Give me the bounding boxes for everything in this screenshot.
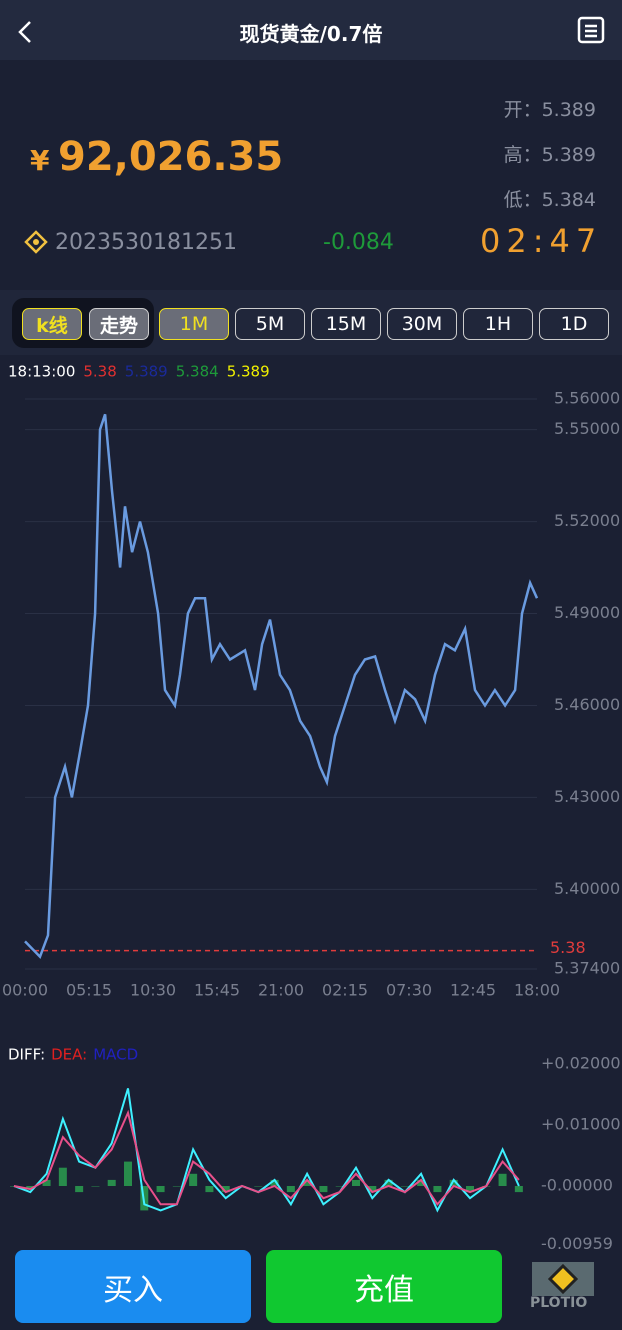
y-tick-label: -0.00000 (541, 1176, 613, 1195)
macd-bar (319, 1186, 328, 1193)
y-tick-label: 5.40000 (554, 879, 620, 898)
macd-bar (91, 1186, 100, 1187)
y-tick-label: +0.02000 (541, 1054, 621, 1073)
tab-bar: k线 走势 1M 5M 15M 30M 1H 1D (0, 290, 622, 355)
y-tick-label: 5.46000 (554, 695, 620, 714)
y-tick-label: 5.49000 (554, 603, 620, 622)
macd-bar (221, 1186, 230, 1193)
logo-icon (532, 1262, 594, 1296)
page-title: 现货黄金/0.7倍 (239, 22, 383, 46)
x-tick-label: 00:00 (2, 981, 48, 1000)
price-line (24, 413, 539, 959)
reference-label: 5.38 (550, 938, 586, 957)
legend-entry: MACD (93, 1046, 138, 1064)
y-tick-label: 5.43000 (554, 787, 620, 806)
macd-bar (156, 1186, 165, 1193)
x-tick-label: 12:45 (450, 981, 496, 1000)
macd-bar (124, 1161, 132, 1187)
macd-bar (417, 1179, 426, 1187)
recharge-button[interactable]: 充值 (266, 1250, 502, 1323)
order-code: 2023530181251 (55, 230, 237, 255)
y-tick-label: 5.55000 (554, 419, 620, 438)
stat-row: 高：5.389 (504, 140, 596, 167)
macd-bar (433, 1186, 442, 1193)
info-value: 5.389 (227, 363, 270, 381)
buy-button[interactable]: 买入 (15, 1250, 251, 1323)
y-tick-label: -0.00959 (541, 1234, 613, 1250)
back-button[interactable] (16, 20, 36, 44)
x-tick-label: 02:15 (322, 981, 368, 1000)
macd-line (13, 1109, 520, 1206)
info-value: 5.389 (125, 363, 168, 381)
macd-bar (368, 1186, 377, 1193)
x-tick-label: 07:30 (386, 981, 432, 1000)
period-tab[interactable]: 30M (387, 308, 457, 340)
y-tick-label: 5.52000 (554, 511, 620, 530)
period-tab[interactable]: 15M (311, 308, 381, 340)
period-tab[interactable]: 1H (463, 308, 533, 340)
stat-label: 开： (503, 99, 542, 121)
macd-bar (58, 1167, 67, 1187)
info-value: 5.384 (176, 363, 219, 381)
menu-button[interactable] (577, 16, 605, 44)
change: -0.084 (323, 230, 394, 255)
macd-bar (42, 1179, 51, 1187)
x-tick-label: 15:45 (194, 981, 240, 1000)
macd-bar (270, 1179, 279, 1187)
mode-tab[interactable]: 走势 (89, 308, 149, 340)
macd-bar (189, 1173, 198, 1187)
period-tab[interactable]: 1D (539, 308, 609, 340)
y-tick-label: 5.56000 (554, 389, 620, 408)
macd-bar (205, 1186, 214, 1193)
code-icon (24, 230, 48, 254)
x-tick-label: 21:00 (258, 981, 304, 1000)
x-tick-label: 10:30 (130, 981, 176, 1000)
currency: ¥ (30, 144, 50, 177)
macd-bar (466, 1186, 474, 1193)
stat-value: 5.384 (541, 189, 596, 211)
x-tick-label: 18:00 (514, 981, 560, 1000)
top-bar: 现货黄金/0.7倍 (0, 0, 622, 60)
macd-bar (335, 1186, 344, 1187)
macd-line (13, 1088, 520, 1213)
macd-bar (352, 1179, 360, 1187)
macd-bar (254, 1186, 263, 1187)
y-tick-label: +0.01000 (541, 1115, 621, 1134)
stat-label: 高： (503, 144, 542, 166)
macd-bar (26, 1186, 35, 1190)
info-value: 18:13:00 (8, 363, 75, 381)
macd-bar (107, 1179, 116, 1187)
stat-label: 低： (503, 189, 542, 211)
mode-tab[interactable]: k线 (22, 308, 82, 340)
stat-row: 低：5.384 (504, 185, 596, 212)
macd-bar (384, 1179, 393, 1187)
macd-bar (498, 1173, 507, 1187)
macd-bar (172, 1186, 181, 1187)
macd-bar (514, 1186, 523, 1193)
macd-bar (400, 1186, 409, 1187)
period-tab[interactable]: 5M (235, 308, 305, 340)
price: 92,026.35 (58, 134, 284, 180)
countdown: 02:47 (480, 222, 603, 260)
stat-value: 5.389 (541, 144, 596, 166)
macd-bar (286, 1186, 295, 1193)
info-value: 5.38 (83, 363, 116, 381)
legend-entry: DIFF: (8, 1046, 45, 1064)
macd-bar (449, 1179, 458, 1187)
period-tab[interactable]: 1M (159, 308, 229, 340)
x-tick-label: 05:15 (66, 981, 112, 1000)
stat-row: 开：5.389 (504, 95, 596, 122)
macd-bar (303, 1179, 312, 1187)
chart-area: 18:13:00 5.38 5.389 5.384 5.389 5.56000 5.5500… (2, 363, 621, 1251)
stat-value: 5.389 (541, 99, 596, 121)
y-tick-label: 5.37400 (554, 959, 620, 978)
legend-entry: DEA: (51, 1046, 87, 1064)
macd-bar (75, 1186, 84, 1193)
quote-panel: ¥ 92,026.35 2023530181251 -0.084 02:47 开… (0, 60, 622, 290)
logo: PLOTIO (530, 1295, 588, 1311)
